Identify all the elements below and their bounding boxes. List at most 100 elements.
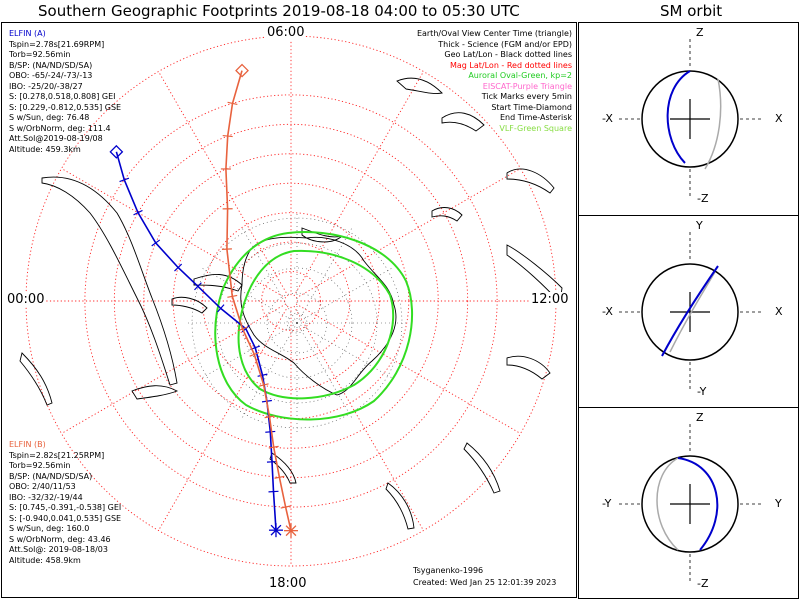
elfin-b-tick	[221, 248, 232, 250]
elfin-a-line: Torb=92.56min	[9, 50, 71, 59]
sm-axis-label-bottom: -Y	[697, 385, 707, 398]
elfin-b-line: OBO: 2/40/11/53	[9, 482, 76, 491]
mag-lat-ring	[231, 241, 351, 361]
legend-entry: Auroral Oval-Green, kp=2	[468, 71, 572, 80]
elfin-b-tick	[268, 445, 279, 449]
elfin-a-tick	[216, 304, 225, 313]
model-credit: Tsyganenko-1996	[413, 566, 484, 575]
auroral-oval	[214, 231, 413, 421]
sm-axis-label-top: Z	[696, 26, 704, 39]
elfin-b-start-diamond	[235, 63, 249, 78]
sm-orbit-b	[704, 78, 722, 170]
elfin-a-line: S w/Sun, deg: 76.48	[9, 113, 90, 122]
created-date: Created: Wed Jan 25 12:01:39 2023	[413, 578, 557, 587]
map-title: Southern Geographic Footprints 2019-08-1…	[38, 2, 520, 20]
elfin-b-tick	[280, 505, 291, 509]
sm-orbit-a	[666, 70, 691, 164]
elfin-a-line: IBO: -25/20/-38/27	[9, 81, 83, 91]
mag-lat-ring	[113, 123, 469, 479]
sm-axis-label-left: -X	[602, 112, 613, 125]
elfin-b-line: S w/OrbNorm, deg: 43.46	[9, 534, 111, 544]
legend-entry: Mag Lat/Lon - Red dotted lines	[449, 60, 572, 70]
sm-axis-label-top: Z	[696, 411, 704, 424]
legend-entry: Thick - Science (FGM and/or EPD)	[438, 39, 572, 49]
elfin-b-tick	[227, 294, 238, 298]
geo-lon-line	[296, 322, 353, 419]
coastline	[19, 352, 53, 406]
sm-earth-circle	[641, 263, 739, 361]
hour-label-bottom: 18:00	[268, 576, 308, 591]
elfin-b-line: S: [-0.940,0.041,0.535] GSE	[9, 513, 122, 523]
hour-label-right: 12:00	[530, 292, 570, 307]
sm-plot-yz	[619, 424, 763, 584]
auroral-oval-inner	[237, 249, 395, 400]
sm-orbit-group	[666, 70, 722, 170]
sm-earth-circle	[641, 455, 739, 553]
sm-axis-label-right: X	[775, 305, 783, 318]
legend-entry: Start Time-Diamond	[491, 102, 572, 112]
coastlines	[19, 77, 563, 530]
mag-lat-ring	[261, 271, 321, 331]
coastline	[396, 77, 443, 94]
geo-lat-ring	[286, 312, 308, 334]
elfin-a-line: ELFIN (A)	[9, 29, 46, 38]
coastline	[131, 385, 179, 400]
elfin-b-line: ELFIN (B)	[9, 440, 46, 449]
elfin-a-line: S: [0.278,0.518,0.808] GEI	[9, 92, 116, 101]
elfin-b-line: Torb=92.56min	[9, 461, 71, 470]
coastline	[193, 274, 243, 292]
sm-orbit-a	[661, 265, 719, 357]
sm-panel-xz	[578, 22, 799, 216]
elfin-b-tick	[274, 475, 285, 479]
elfin-a-tick	[265, 430, 276, 433]
elfin-b-line: IBO: -32/32/-19/44	[9, 492, 83, 502]
coastline	[441, 112, 485, 132]
sm-orbit-a	[677, 457, 719, 551]
elfin-b-tick	[222, 134, 233, 138]
elfin-b-line: Att.Sol@: 2019-08-18/03	[9, 545, 108, 554]
geo-lat-ring	[266, 292, 328, 354]
coastline	[506, 168, 555, 194]
sm-axis-label-bottom: -Z	[697, 577, 709, 590]
elfin-a-line: Att.Sol@2019-08-19/08	[9, 134, 103, 143]
legend-entry: VLF-Green Square	[499, 123, 572, 133]
coastline	[171, 296, 208, 314]
elfin-a-info: ELFIN (A) Tspin=2.78s[21.69RPM] Torb=92.56…	[9, 29, 121, 155]
hour-label-top: 06:00	[266, 25, 306, 40]
elfin-a-tick	[257, 373, 268, 377]
elfin-a-tick	[119, 177, 130, 183]
mag-lat-ring	[202, 212, 380, 390]
sm-axis-label-top: Y	[696, 219, 703, 232]
auroral-oval-outer	[214, 231, 413, 421]
sm-orbit-group	[661, 265, 719, 357]
sm-axis-label-left: -Y	[602, 497, 612, 510]
coastline	[431, 207, 463, 222]
elfin-b-tick	[264, 415, 275, 419]
elfin-b-tick	[258, 383, 269, 387]
coastline	[269, 452, 297, 484]
coastline	[506, 355, 551, 380]
elfin-b-tick	[227, 101, 238, 106]
elfin-a-line: Altitude: 459.3km	[9, 144, 81, 154]
elfin-b-line: S: [0.745,-0.391,-0.538] GEI	[9, 503, 122, 512]
elfin-a-tick	[151, 239, 161, 247]
sm-orbit-group	[656, 457, 719, 551]
elfin-a-tick	[133, 209, 143, 216]
elfin-b-line: B/SP: (NA/ND/SD/SA)	[9, 471, 93, 481]
coastline	[41, 176, 178, 386]
sm-plot-xy	[619, 232, 763, 392]
elfin-b-end-asterisk	[285, 525, 297, 537]
map-legend: Earth/Oval View Center Time (triangle) Th…	[417, 29, 572, 134]
coastline	[463, 442, 501, 494]
elfin-a-line: OBO: -65/-24/-73/-13	[9, 71, 93, 80]
legend-entry: Geo Lat/Lon - Black dotted lines	[444, 50, 572, 59]
elfin-a-tick	[194, 282, 202, 291]
geo-lat-ring	[241, 267, 353, 379]
sm-plot-xz	[619, 39, 763, 199]
elfin-b-line: Tspin=2.82s[21.25RPM]	[9, 450, 105, 460]
hour-label-left: 00:00	[6, 292, 46, 307]
geo-grid	[187, 213, 407, 433]
elfin-b-line: S w/Sun, deg: 160.0	[9, 524, 90, 533]
sm-orbit-title: SM orbit	[660, 2, 723, 20]
legend-entry: Tick Marks every 5min	[481, 92, 572, 101]
